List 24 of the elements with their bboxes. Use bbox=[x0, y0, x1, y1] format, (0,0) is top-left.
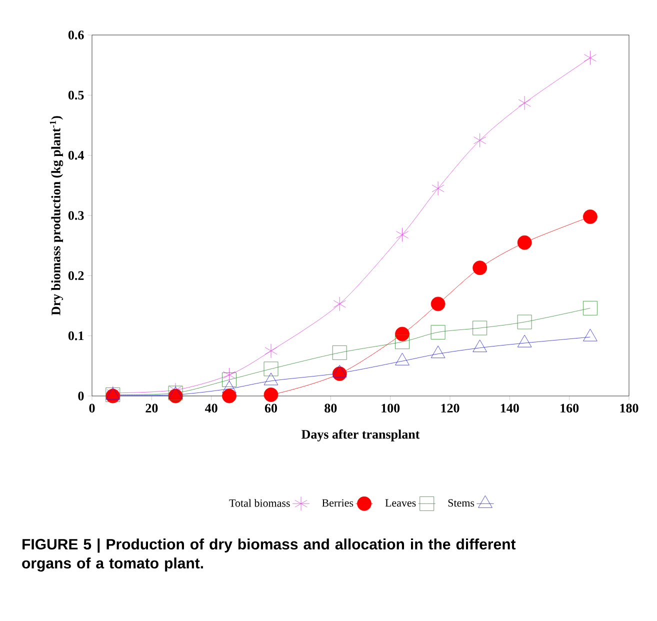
x-tick-label: 60 bbox=[264, 404, 278, 413]
y-tick-label: 0.4 bbox=[68, 150, 84, 160]
x-tick-label: 180 bbox=[620, 404, 638, 413]
legend-label: Total biomass bbox=[229, 499, 290, 507]
legend-label: Leaves bbox=[385, 499, 416, 507]
y-tick-label: 0 bbox=[78, 392, 84, 400]
y-tick-label: 0.6 bbox=[68, 30, 84, 40]
y-tick-label: 0.3 bbox=[68, 211, 84, 220]
x-tick-label: 0 bbox=[89, 404, 95, 413]
legend-label: Berries bbox=[322, 499, 354, 507]
y-tick-label: 0.5 bbox=[68, 90, 84, 100]
x-tick-label: 80 bbox=[324, 404, 337, 413]
caption: FIGURE 5 | Production of dry biomass and allocation in the different organs of a tomato plant. bbox=[22, 538, 516, 572]
x-tick-label: 100 bbox=[382, 404, 400, 413]
x-tick-label: 140 bbox=[500, 404, 519, 413]
y-tick-label: 0.2 bbox=[68, 271, 84, 280]
y-tick-label: 0.1 bbox=[68, 331, 84, 340]
x-tick-label: 120 bbox=[441, 404, 460, 413]
x-tick-label: 40 bbox=[205, 404, 218, 413]
x-tick-label: 160 bbox=[560, 404, 579, 413]
x-tick-label: 20 bbox=[146, 404, 158, 413]
legend-label: Stems bbox=[448, 499, 474, 507]
y-axis-title: Dry biomass production (kg plant$^{-1}$) bbox=[50, 116, 64, 316]
x-axis-title: Days after transplant bbox=[302, 429, 420, 442]
